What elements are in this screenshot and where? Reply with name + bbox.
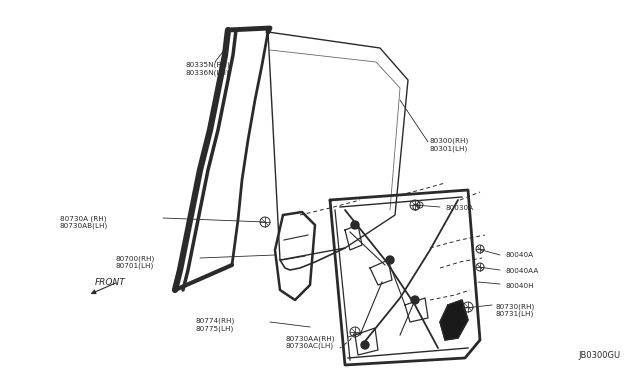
Circle shape: [386, 256, 394, 264]
Text: 80774(RH)
80775(LH): 80774(RH) 80775(LH): [195, 318, 234, 332]
Text: 80730A (RH)
80730AB(LH): 80730A (RH) 80730AB(LH): [60, 215, 108, 229]
Text: 80300(RH)
80301(LH): 80300(RH) 80301(LH): [430, 138, 469, 152]
Circle shape: [361, 341, 369, 349]
Text: 80040H: 80040H: [505, 283, 534, 289]
Text: 80730AA(RH)
80730AC(LH): 80730AA(RH) 80730AC(LH): [285, 335, 335, 349]
Text: 80700(RH)
80701(LH): 80700(RH) 80701(LH): [115, 255, 154, 269]
Text: FRONT: FRONT: [95, 278, 125, 287]
Text: 80040A: 80040A: [505, 252, 533, 258]
Text: 80335N(RH)
80336N(LH): 80335N(RH) 80336N(LH): [185, 62, 230, 76]
Text: 80730(RH)
80731(LH): 80730(RH) 80731(LH): [495, 303, 534, 317]
Text: 80040AA: 80040AA: [505, 268, 538, 274]
Circle shape: [351, 221, 359, 229]
Text: JB0300GU: JB0300GU: [578, 351, 620, 360]
Text: 80030A: 80030A: [445, 205, 473, 211]
Circle shape: [411, 296, 419, 304]
Polygon shape: [440, 300, 468, 340]
